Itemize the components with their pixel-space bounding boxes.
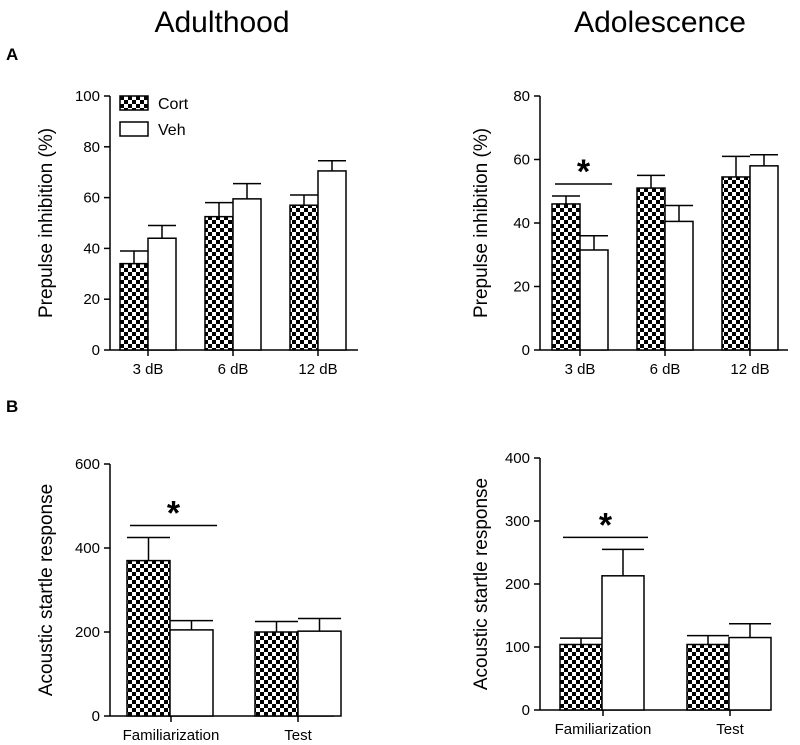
bar-cort [254,631,299,717]
panel-label-a: A [6,45,18,64]
y-tick-label: 0 [522,342,530,359]
x-tick-label: Test [716,721,744,738]
y-tick-label: 60 [513,152,530,169]
y-tick-label: 400 [505,450,530,467]
y-tick-label: 80 [513,88,530,105]
x-tick-label: Familiarization [123,727,220,744]
legend-swatch-veh [119,121,149,137]
bar-cort [721,176,751,351]
bar-veh [317,170,347,351]
bar-veh [232,198,262,351]
chart-startle-adulthood: 0 200 400 600 Acoustic startle response Famil… [36,456,342,744]
legend-label-veh: Veh [158,122,186,139]
y-axis-label: Acoustic startle response [471,478,492,690]
y-axis-label: Prepulse inhibition (%) [36,128,57,318]
y-axis-label: Acoustic startle response [36,484,57,696]
bar-cort [636,187,666,351]
x-tick-label: 3 dB [565,361,596,378]
y-tick-label: 20 [513,279,530,296]
y-axis-label: Prepulse inhibition (%) [471,128,492,318]
bar-cort [126,559,171,717]
y-tick-label: 40 [83,240,100,257]
bar-veh [601,575,645,711]
legend-label-cort: Cort [158,96,189,113]
bar-veh [579,249,609,351]
bar-cort [559,643,603,711]
chart-ppi-adolescence: 0 20 40 60 80 Prepulse inhibition (%) 3 dB 6 dB… [471,88,788,378]
y-tick-label: 0 [522,702,530,719]
x-tick-label: 6 dB [218,361,249,378]
significance-star: * [167,495,181,533]
legend-swatch-cort [119,95,149,111]
bar-cort [204,215,234,351]
bar-cort [119,262,149,351]
x-tick-label: 6 dB [650,361,681,378]
y-tick-label: 40 [513,215,530,232]
column-title-adolescence: Adolescence [574,6,746,39]
y-tick-label: 0 [92,708,100,725]
y-tick-label: 600 [75,456,100,473]
y-tick-label: 80 [83,139,100,156]
x-tick-label: Familiarization [555,721,652,738]
y-tick-label: 100 [75,88,100,105]
significance-star: * [577,153,591,191]
bar-veh [169,629,214,717]
bar-cort [686,643,730,711]
bar-veh [147,237,177,351]
bar-veh [749,165,779,351]
x-tick-label: 3 dB [133,361,164,378]
y-tick-label: 400 [75,540,100,557]
bar-veh [728,636,772,711]
x-tick-label: Test [284,727,312,744]
bar-veh [297,630,342,717]
y-tick-label: 200 [505,576,530,593]
bar-cort [289,204,319,351]
column-title-adulthood: Adulthood [154,6,289,39]
y-tick-label: 300 [505,513,530,530]
bar-cort [551,203,581,351]
y-tick-label: 200 [75,624,100,641]
bar-veh [664,220,694,351]
y-tick-label: 0 [92,342,100,359]
y-tick-label: 20 [83,291,100,308]
y-tick-label: 100 [505,639,530,656]
chart-startle-adolescence: 0 100 200 300 400 Acoustic startle response Fa… [471,450,772,738]
x-tick-label: 12 dB [730,361,769,378]
x-tick-label: 12 dB [298,361,337,378]
significance-star: * [599,506,613,544]
chart-ppi-adulthood: 0 20 40 60 80 100 Prepulse inhibition (%) 3 dB 6… [36,88,358,378]
legend: Cort Veh [119,95,189,139]
y-tick-label: 60 [83,190,100,207]
panel-label-b: B [6,397,18,416]
